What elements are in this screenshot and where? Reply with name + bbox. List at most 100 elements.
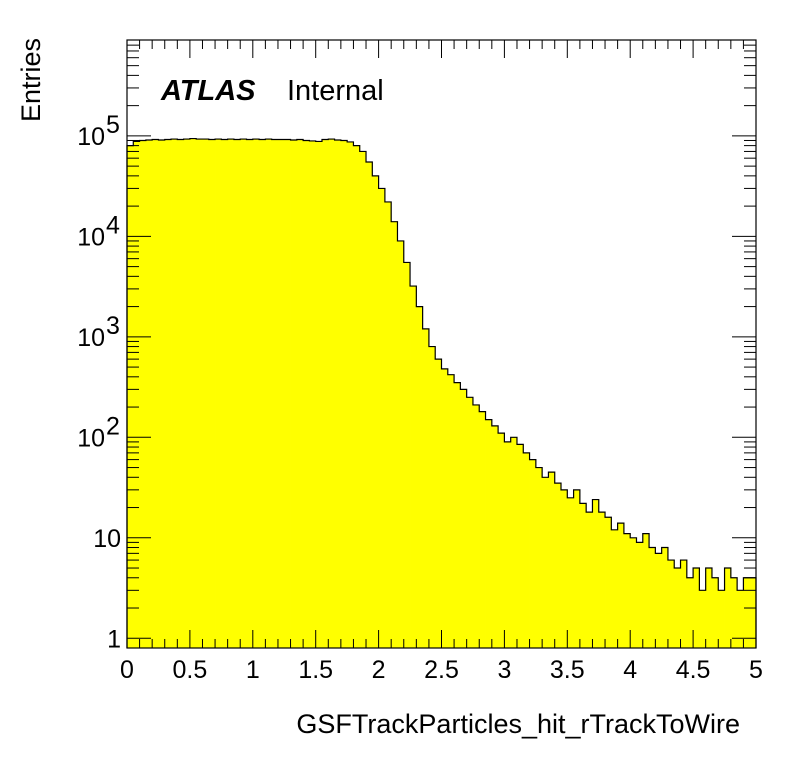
histogram-bar [592, 499, 600, 648]
histogram-bar [145, 139, 153, 649]
histogram-bar [233, 139, 241, 648]
histogram-bar [328, 139, 335, 649]
y-tick-label-base: 10 [77, 424, 105, 452]
histogram-bar [215, 139, 222, 649]
histogram-bar [139, 140, 147, 649]
histogram-bar [460, 389, 468, 648]
histogram-bar [284, 139, 291, 648]
y-tick-label: 1 [107, 625, 121, 653]
x-tick-label: 4.5 [676, 656, 711, 684]
internal-label: Internal [287, 75, 384, 107]
histogram-bar [523, 452, 530, 648]
x-tick-label: 1.5 [298, 656, 333, 684]
histogram-bar [133, 141, 140, 648]
histogram-bar [749, 577, 757, 648]
y-axis-title: Entries [16, 38, 46, 122]
x-tick-label: 0.5 [173, 656, 208, 684]
histogram-bar [699, 590, 707, 648]
histogram-bar [127, 145, 134, 648]
histogram-bar [579, 503, 587, 648]
histogram-bar [441, 368, 449, 648]
histogram-bar [259, 139, 266, 648]
histogram-bar [221, 139, 229, 648]
histogram-bar [196, 139, 203, 649]
histogram-bar [353, 145, 361, 648]
histogram-bar [309, 140, 317, 648]
histogram-bar [686, 577, 694, 648]
axis-ticks [126, 39, 757, 648]
x-tick-label: 2 [372, 656, 386, 684]
histogram-outline [126, 137, 757, 648]
histogram-bar [416, 306, 424, 648]
histogram-bar [240, 139, 247, 649]
x-tick-label: 3.5 [550, 656, 585, 684]
histogram-bar [410, 286, 417, 648]
histogram-bar [171, 139, 178, 649]
histogram-bar [359, 151, 367, 648]
histogram-bar [743, 577, 751, 648]
histogram-bar [705, 568, 713, 648]
histogram-bar [366, 161, 373, 648]
x-tick-label: 1 [246, 656, 260, 684]
histogram-bar [554, 483, 562, 648]
histogram-bar [397, 240, 405, 648]
x-tick-label: 5 [749, 656, 763, 684]
x-tick-label: 2.5 [424, 656, 459, 684]
x-axis-title: GSFTrackParticles_hit_rTrackToWire [296, 709, 740, 739]
histogram-bar [649, 547, 656, 648]
histogram-bar [265, 139, 273, 649]
y-tick-label-exponent: 2 [106, 412, 120, 440]
histogram-bar [290, 139, 298, 649]
histogram-bar [340, 140, 348, 649]
y-tick-label-base: 10 [77, 324, 105, 352]
histogram-bar [183, 139, 191, 649]
histogram-bar [164, 139, 172, 648]
atlas-label: ATLAS [160, 75, 256, 107]
histogram-bar [384, 201, 392, 648]
histogram-bar [479, 411, 486, 648]
histogram-bar [737, 590, 744, 648]
histogram-bar [246, 139, 254, 648]
histogram-bar [372, 175, 379, 649]
histogram-bar [303, 140, 310, 649]
histogram-bar [529, 459, 537, 648]
y-tick-label-exponent: 5 [106, 111, 120, 139]
histogram-bar [542, 477, 549, 648]
histogram-bar [586, 512, 593, 648]
y-tick-label-exponent: 4 [106, 211, 120, 239]
histogram-bar [491, 425, 499, 648]
histogram-bar [391, 221, 398, 649]
histogram-bar [504, 441, 512, 648]
y-tick-label-base: 10 [77, 123, 105, 151]
histogram-bar [617, 523, 625, 648]
histogram-bar [510, 437, 518, 648]
histogram-bar [561, 489, 568, 648]
histogram-bar [680, 560, 688, 648]
histogram-bar [378, 188, 386, 649]
histogram-bar [347, 141, 354, 648]
histogram-bar [693, 568, 700, 648]
y-tick-label: 10 [93, 525, 121, 553]
histogram-bar [315, 141, 323, 648]
histogram-bar [516, 444, 524, 648]
histogram-bar [454, 382, 461, 648]
x-tick-label: 0 [120, 656, 134, 684]
histogram-bar [334, 139, 342, 649]
histogram-bar [605, 517, 612, 648]
histogram-bar [277, 139, 285, 648]
histogram-bar [202, 139, 210, 649]
histogram-bar [435, 359, 442, 648]
histogram-bar [485, 419, 493, 648]
histogram-bar [466, 397, 474, 648]
histogram-bar [208, 139, 216, 648]
histogram-bar [567, 497, 574, 648]
histogram-bar [535, 467, 543, 648]
histogram-bar [623, 533, 631, 648]
histogram-bar [152, 139, 159, 648]
histogram-bar [611, 529, 619, 648]
histogram-bar [498, 433, 505, 648]
histogram-bar [711, 577, 719, 648]
histogram-bar [271, 139, 279, 648]
